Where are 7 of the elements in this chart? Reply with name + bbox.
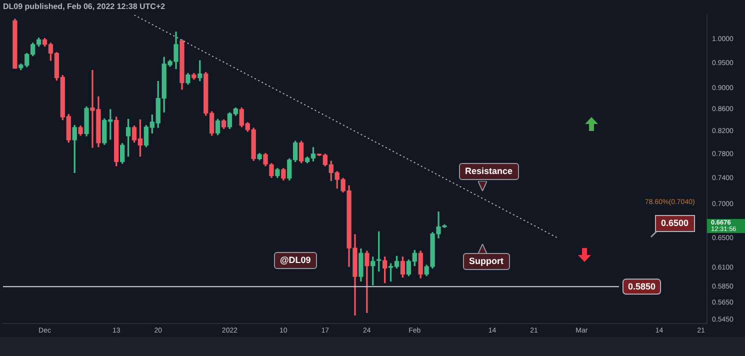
chart-title: DL09 published, Feb 06, 2022 12:38 UTC+2: [3, 2, 166, 12]
annotation: @DL09: [274, 252, 317, 269]
candlestick: [364, 250, 370, 313]
annotation: Resistance: [459, 163, 519, 180]
ref-line-label: 0.5850: [628, 282, 656, 292]
annotation: 0.6500: [655, 215, 695, 232]
annotation: Support: [463, 253, 510, 270]
